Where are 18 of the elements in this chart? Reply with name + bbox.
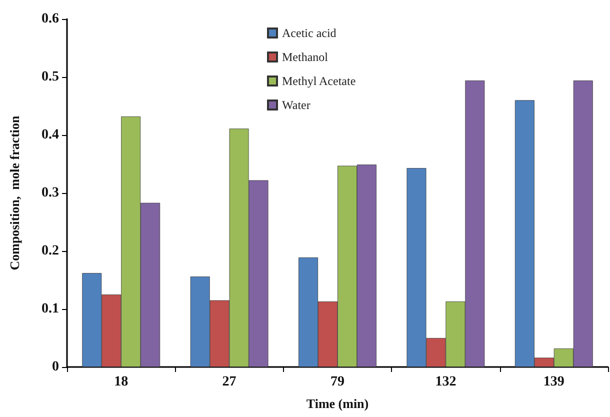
y-tick-label: 0.2: [42, 244, 59, 258]
y-tick-label: 0.4: [42, 128, 59, 142]
legend-label: Acetic acid: [282, 26, 336, 40]
legend-label: Methanol: [282, 50, 329, 64]
x-tick-label: 132: [435, 374, 456, 390]
x-tick-label: 27: [222, 374, 236, 390]
y-tick-label: 0: [52, 360, 59, 374]
y-tick-label: 0.6: [42, 12, 59, 26]
y-axis-title: Composition, mole fraction: [7, 114, 22, 270]
x-tick-label: 18: [114, 374, 128, 390]
legend-label: Water: [282, 98, 310, 112]
y-tick-label: 0.1: [42, 302, 59, 316]
y-tick-label: 0.3: [42, 186, 59, 200]
y-tick-label: 0.5: [42, 70, 59, 84]
x-axis-title: Time (min): [306, 396, 369, 411]
x-tick-label: 139: [543, 374, 564, 390]
x-tick-label: 79: [330, 374, 344, 390]
legend-label: Methyl Acetate: [282, 74, 356, 88]
